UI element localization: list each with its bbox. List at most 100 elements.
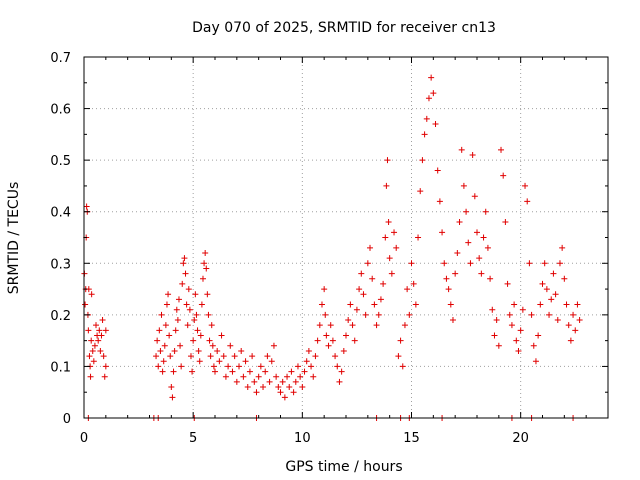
data-point (469, 151, 476, 158)
data-point (173, 306, 180, 313)
data-point (193, 311, 200, 318)
data-point (89, 347, 96, 354)
data-point (172, 327, 179, 334)
data-point (86, 353, 93, 360)
data-point (522, 182, 529, 189)
y-tick-label: 0.2 (50, 309, 71, 324)
data-point (210, 363, 217, 370)
data-point (91, 342, 98, 349)
data-point (218, 332, 225, 339)
data-point (554, 317, 561, 324)
data-point (187, 353, 194, 360)
data-point (170, 368, 177, 375)
y-tick-label: 0.3 (50, 257, 71, 272)
data-point (212, 368, 218, 375)
data-point (284, 373, 291, 380)
data-point (345, 317, 352, 324)
data-point (517, 327, 524, 334)
data-point (179, 280, 186, 287)
data-point (186, 306, 193, 313)
data-point (456, 219, 463, 226)
data-point (441, 260, 448, 267)
data-point (526, 260, 533, 267)
data-point (412, 301, 419, 308)
data-point (519, 306, 526, 313)
y-axis-title: SRMTID / TECUs (6, 182, 22, 295)
data-point (162, 322, 169, 329)
data-point (327, 322, 334, 329)
data-point (194, 327, 201, 334)
data-point (563, 301, 570, 308)
data-point (201, 260, 208, 267)
data-point (546, 311, 553, 318)
data-point (88, 337, 95, 344)
data-point (316, 322, 323, 329)
data-point (548, 296, 555, 303)
data-point (90, 358, 97, 365)
data-point (206, 337, 213, 344)
data-point (182, 270, 189, 277)
data-point (155, 363, 162, 370)
data-point (532, 358, 539, 365)
data-point (364, 260, 371, 267)
data-point (244, 384, 251, 391)
data-point (367, 244, 374, 251)
data-point (340, 347, 347, 354)
data-point (576, 317, 583, 324)
data-point (467, 260, 474, 267)
data-point (322, 311, 329, 318)
data-point (216, 358, 223, 365)
data-point (567, 337, 574, 344)
data-point (196, 358, 203, 365)
data-point (360, 291, 367, 298)
data-point (95, 337, 102, 344)
plot-frame (83, 56, 609, 419)
data-point (386, 255, 393, 262)
data-point (502, 219, 509, 226)
data-point (559, 244, 566, 251)
data-point (308, 363, 315, 370)
data-point (434, 167, 441, 174)
data-point (314, 337, 321, 344)
y-tick-label: 0 (63, 412, 71, 427)
data-point (157, 347, 164, 354)
data-point (167, 353, 174, 360)
x-tick-label: 20 (512, 431, 529, 446)
data-point (385, 219, 392, 226)
data-point (208, 322, 215, 329)
data-point (281, 394, 288, 401)
data-point (277, 389, 284, 396)
data-point (384, 157, 391, 164)
data-point (236, 363, 243, 370)
data-point (572, 327, 579, 334)
data-point (249, 353, 256, 360)
data-point (166, 332, 173, 339)
x-tick-label: 0 (80, 431, 88, 446)
data-point (425, 95, 432, 102)
data-point (478, 270, 485, 277)
data-point (391, 229, 398, 236)
data-point (465, 239, 472, 246)
data-point (334, 363, 341, 370)
data-point (225, 363, 232, 370)
data-point (85, 327, 92, 334)
data-point (159, 368, 166, 375)
data-point (460, 182, 467, 189)
y-tick-label: 0.5 (50, 154, 71, 169)
data-point (447, 301, 454, 308)
data-point (88, 291, 95, 298)
data-point (174, 317, 181, 324)
data-point (524, 198, 531, 205)
data-point (305, 347, 312, 354)
data-point (310, 373, 317, 380)
data-point (506, 311, 513, 318)
data-point (242, 358, 249, 365)
data-point (415, 234, 422, 241)
data-point (160, 358, 167, 365)
data-point (377, 296, 384, 303)
data-point (255, 373, 262, 380)
data-point (163, 301, 170, 308)
data-point (428, 74, 435, 81)
data-point (349, 322, 356, 329)
